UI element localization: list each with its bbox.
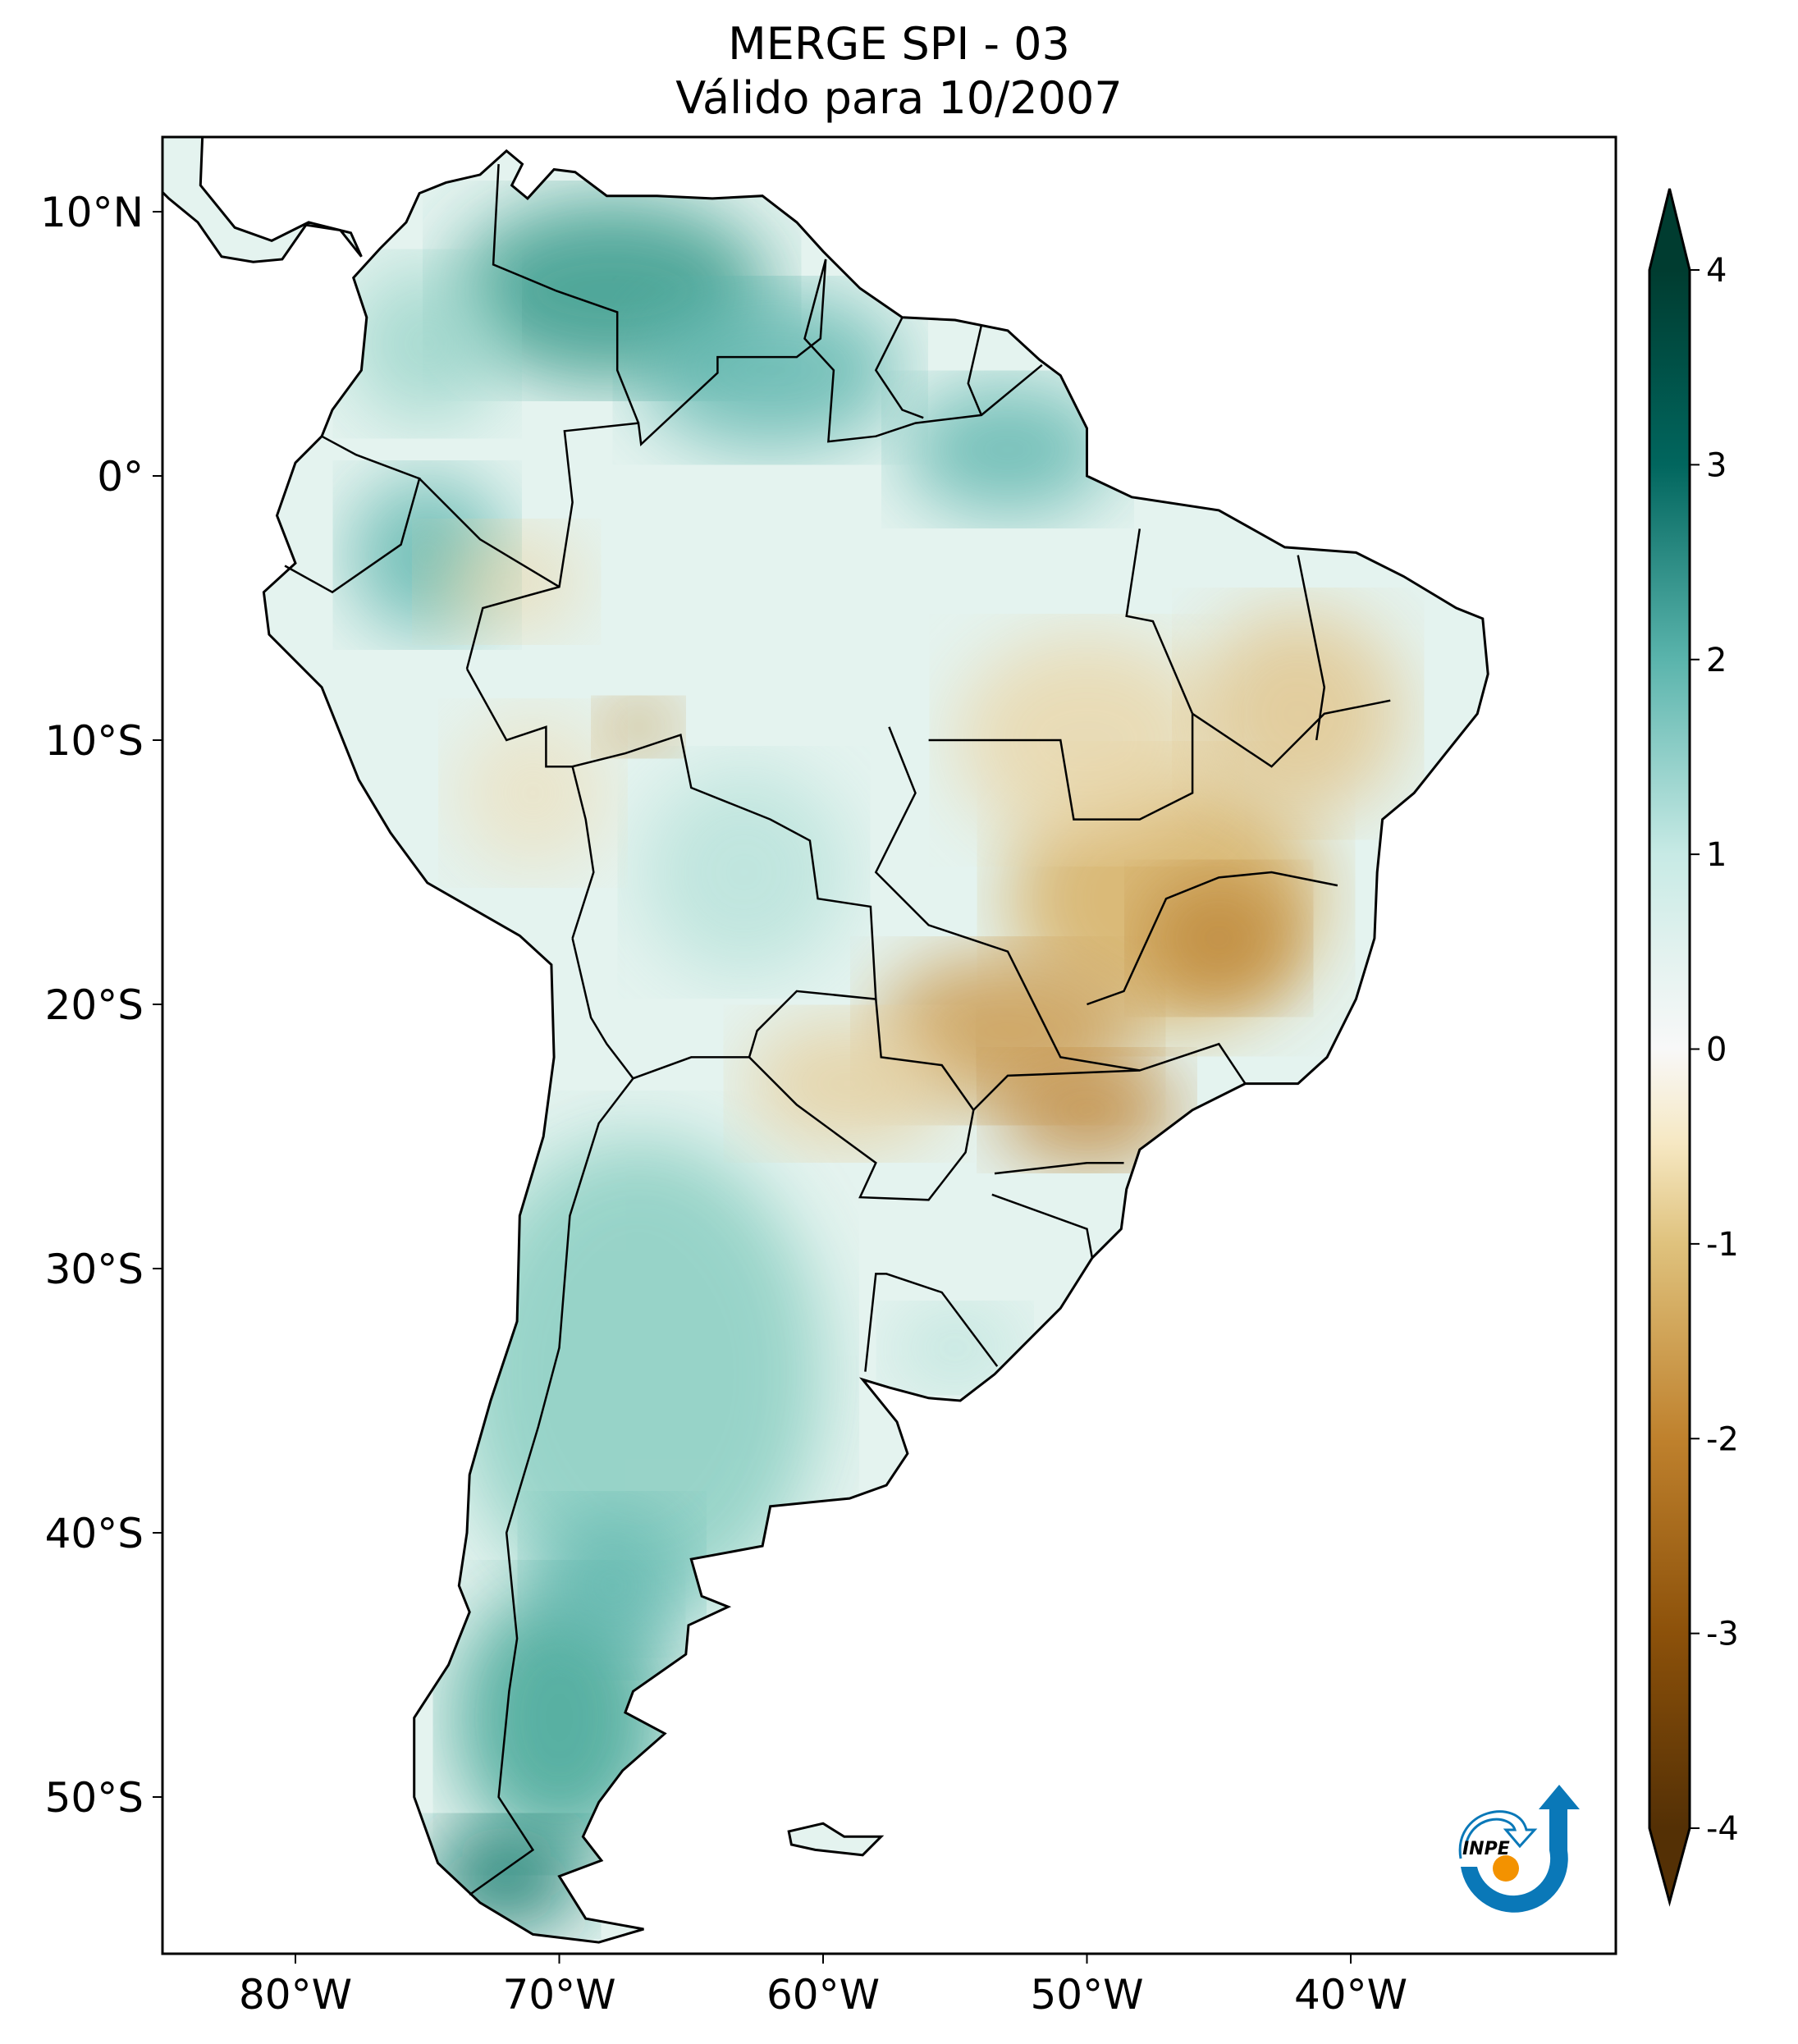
spi-anomaly-region <box>638 291 902 450</box>
spi-anomaly-region <box>889 1308 1021 1388</box>
lon-tick-label: 70°W <box>502 1971 615 2019</box>
border-line <box>874 317 924 419</box>
border-line <box>465 258 827 670</box>
map-axes: 80°W 70°W 60°W 50°W 40°W 10°N 0° 10°S 20°S 30°S 40… <box>40 189 1407 2019</box>
border-line <box>284 435 421 594</box>
spi-anomaly-region <box>598 700 678 753</box>
logo-swirl-icon <box>1458 1810 1538 1859</box>
logo-sun-icon <box>1493 1855 1519 1882</box>
border-line <box>1297 555 1326 741</box>
map-frame <box>161 135 1617 1955</box>
border-line <box>967 325 983 416</box>
lon-tick-label: 80°W <box>239 1971 352 2019</box>
spi-anomaly-region <box>1140 872 1298 1004</box>
border-line <box>748 999 975 1201</box>
spi-anomaly-region <box>428 528 586 634</box>
lat-tick-label: 0° <box>97 453 144 501</box>
spi-field <box>162 137 1489 1943</box>
border-line <box>928 528 1194 821</box>
colorbar-gradient <box>1649 270 1690 1828</box>
lat-tick-label: 40°S <box>45 1510 144 1557</box>
spi-anomaly-region <box>454 1137 822 1611</box>
border-line <box>991 1193 1094 1259</box>
colorbar: 4 3 2 1 0 -1 -2 -3 -4 <box>1648 188 1739 1907</box>
coastline <box>162 137 1489 1944</box>
border-line <box>994 1161 1124 1175</box>
spi-anomaly-region <box>638 767 849 977</box>
map-area <box>162 137 1489 1944</box>
logo-text: INPE <box>1462 1839 1510 1859</box>
colorbar-extend-min <box>1649 1828 1690 1902</box>
border-line <box>465 668 573 768</box>
spi-anomaly-region <box>1192 608 1403 819</box>
spi-anomaly-region <box>995 1057 1179 1163</box>
spi-anomaly-region <box>348 265 506 423</box>
lat-tick-label: 10°N <box>40 189 144 236</box>
border-line <box>469 1077 634 1896</box>
border-line <box>1192 699 1391 768</box>
colorbar-tick-label: 4 <box>1706 252 1727 290</box>
border-line <box>492 163 640 424</box>
colorbar-tick-label: 0 <box>1706 1031 1727 1069</box>
colorbar-tick-label: 3 <box>1706 446 1727 484</box>
inpe-logo: INPE <box>1458 1785 1580 1913</box>
colorbar-tick-label: -3 <box>1706 1616 1739 1653</box>
spi-anomaly-region <box>454 714 612 872</box>
colorbar-tick-label: -2 <box>1706 1420 1739 1458</box>
lon-tick-label: 40°W <box>1294 1971 1407 2019</box>
colorbar-tick-label: -4 <box>1706 1810 1739 1848</box>
border-line <box>419 478 560 588</box>
lat-tick-label: 10°S <box>45 717 144 765</box>
colorbar-tick-label: -1 <box>1706 1226 1739 1264</box>
spi-anomaly-region <box>903 383 1114 515</box>
spi-anomaly-region <box>533 1507 691 1665</box>
lat-tick-label: 50°S <box>45 1774 144 1822</box>
border-line <box>1087 871 1338 1006</box>
spi-shading <box>348 199 1403 1929</box>
colorbar-tick-label: 2 <box>1706 642 1727 679</box>
lon-tick-label: 60°W <box>766 1971 880 2019</box>
figure-subtitle: Válido para 10/2007 <box>675 72 1123 124</box>
border-line <box>972 1069 1140 1111</box>
lat-tick-label: 30°S <box>45 1246 144 1293</box>
border-line <box>864 1273 999 1372</box>
lat-tick-label: 20°S <box>45 981 144 1029</box>
spi-anomaly-region <box>955 635 1219 845</box>
colorbar-tick-label: 1 <box>1706 836 1727 874</box>
lon-tick-label: 50°W <box>1030 1971 1143 2019</box>
figure-title: MERGE SPI - 03 <box>728 18 1070 70</box>
border-line <box>571 733 877 1080</box>
spi-anomaly-region <box>744 1017 955 1150</box>
country-borders <box>162 137 1489 1944</box>
border-line <box>874 726 1247 1085</box>
colorbar-extend-max <box>1649 189 1690 270</box>
border-line <box>803 258 1043 443</box>
logo-arrow-icon <box>1461 1785 1580 1913</box>
